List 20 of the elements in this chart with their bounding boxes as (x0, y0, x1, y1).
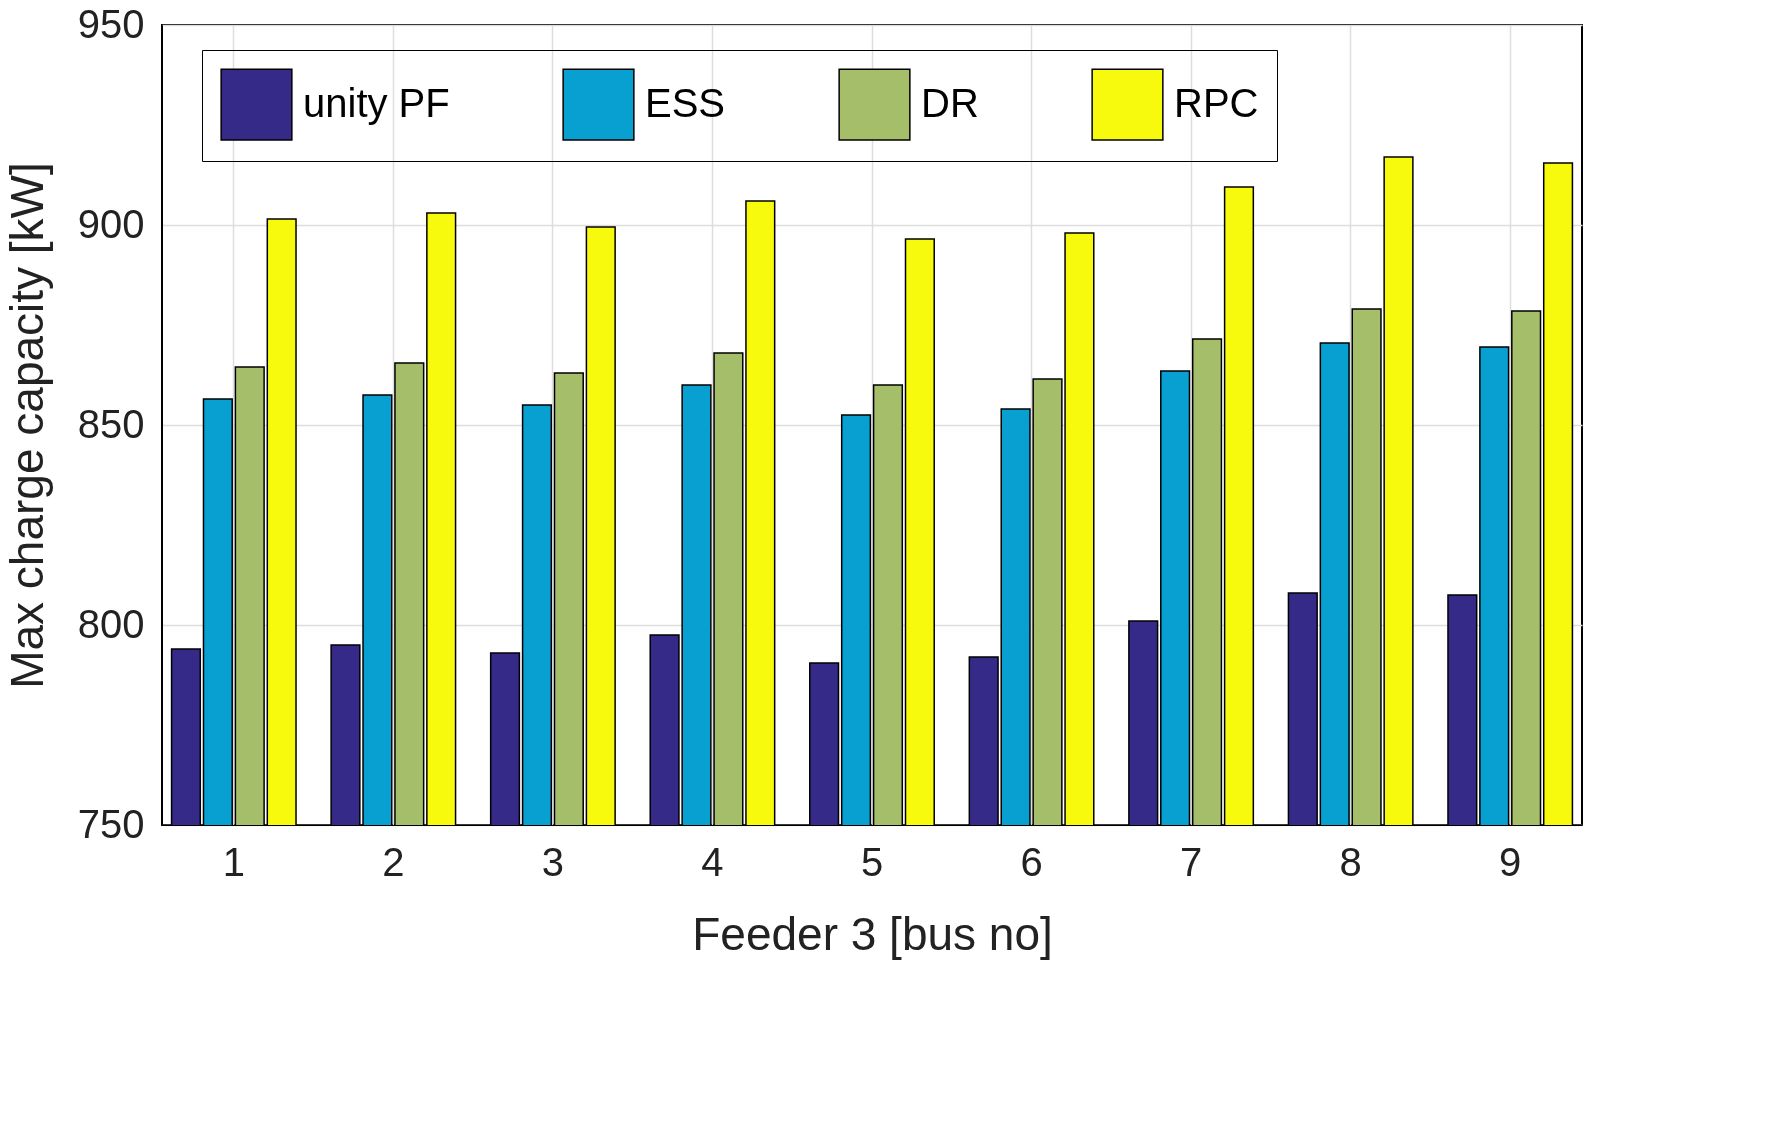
x-tick-label: 2 (382, 839, 405, 884)
legend-label: DR (921, 80, 979, 125)
legend-label: RPC (1174, 80, 1259, 125)
x-tick-label: 4 (701, 839, 724, 884)
legend-label: unity PF (303, 80, 450, 125)
y-tick-label: 950 (77, 1, 145, 46)
x-tick-label: 8 (1339, 839, 1362, 884)
legend-label: ESS (645, 80, 726, 125)
y-axis-title: Max charge capacity [kW] (0, 162, 53, 689)
x-tick-label: 1 (222, 839, 245, 884)
y-tick-label: 850 (77, 401, 145, 446)
y-tick-label: 800 (77, 601, 145, 646)
x-axis-title: Feeder 3 [bus no] (692, 907, 1053, 960)
x-tick-label: 3 (541, 839, 565, 884)
x-tick-label: 5 (860, 839, 884, 884)
x-tick-label: 9 (1499, 839, 1522, 884)
y-tick-label: 750 (77, 801, 145, 846)
x-tick-label: 7 (1179, 839, 1203, 884)
x-tick-label: 6 (1020, 839, 1043, 884)
y-tick-label: 900 (77, 201, 145, 246)
